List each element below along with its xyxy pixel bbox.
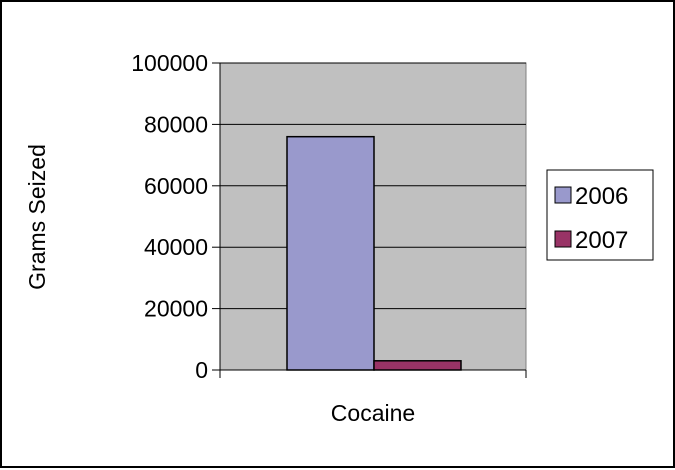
legend-swatch-2007 [554,230,572,248]
legend: 2006 2007 [546,169,654,261]
y-tick-label-40000: 40000 [144,234,208,260]
y-tick-labels: 0 20000 40000 60000 80000 100000 [131,50,208,383]
axes [212,62,527,378]
bar-2007 [373,360,462,371]
bar-2006 [286,135,375,371]
y-axis-title: Grams Seized [24,144,50,290]
legend-label-2007: 2007 [575,227,628,254]
y-tick-label-100000: 100000 [131,50,208,76]
y-tick-label-20000: 20000 [144,296,208,322]
y-tick-label-80000: 80000 [144,111,208,137]
x-category-label: Cocaine [331,400,415,426]
legend-swatch-2006 [554,186,572,204]
legend-label-2006: 2006 [575,183,628,210]
y-tick-label-60000: 60000 [144,173,208,199]
y-tick-label-0: 0 [195,357,208,383]
